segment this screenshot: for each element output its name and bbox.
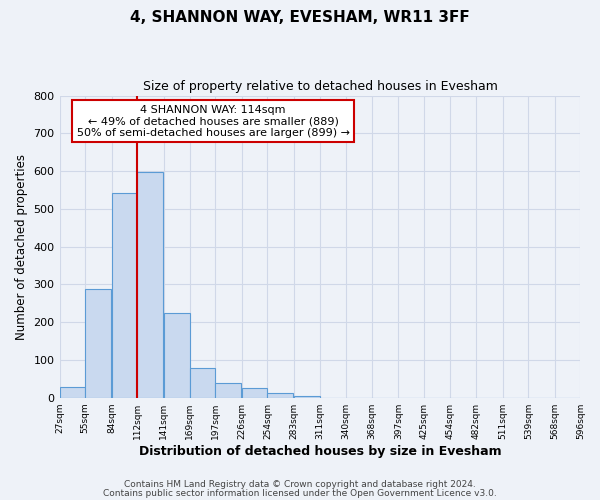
Bar: [268, 393, 293, 398]
Y-axis label: Number of detached properties: Number of detached properties: [15, 154, 28, 340]
Bar: [294, 396, 320, 398]
Bar: [164, 312, 190, 398]
Bar: [112, 192, 137, 398]
Bar: [85, 288, 111, 398]
Bar: [190, 368, 215, 398]
Bar: [215, 384, 241, 398]
Bar: [59, 387, 85, 398]
Bar: [242, 388, 268, 398]
Text: Contains public sector information licensed under the Open Government Licence v3: Contains public sector information licen…: [103, 489, 497, 498]
Bar: [137, 172, 163, 398]
Text: 4, SHANNON WAY, EVESHAM, WR11 3FF: 4, SHANNON WAY, EVESHAM, WR11 3FF: [130, 10, 470, 25]
Text: Contains HM Land Registry data © Crown copyright and database right 2024.: Contains HM Land Registry data © Crown c…: [124, 480, 476, 489]
Title: Size of property relative to detached houses in Evesham: Size of property relative to detached ho…: [143, 80, 497, 93]
Text: 4 SHANNON WAY: 114sqm
← 49% of detached houses are smaller (889)
50% of semi-det: 4 SHANNON WAY: 114sqm ← 49% of detached …: [77, 104, 350, 138]
X-axis label: Distribution of detached houses by size in Evesham: Distribution of detached houses by size …: [139, 444, 502, 458]
